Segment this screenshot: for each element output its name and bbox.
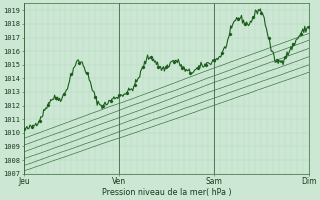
X-axis label: Pression niveau de la mer( hPa ): Pression niveau de la mer( hPa ) xyxy=(101,188,231,197)
